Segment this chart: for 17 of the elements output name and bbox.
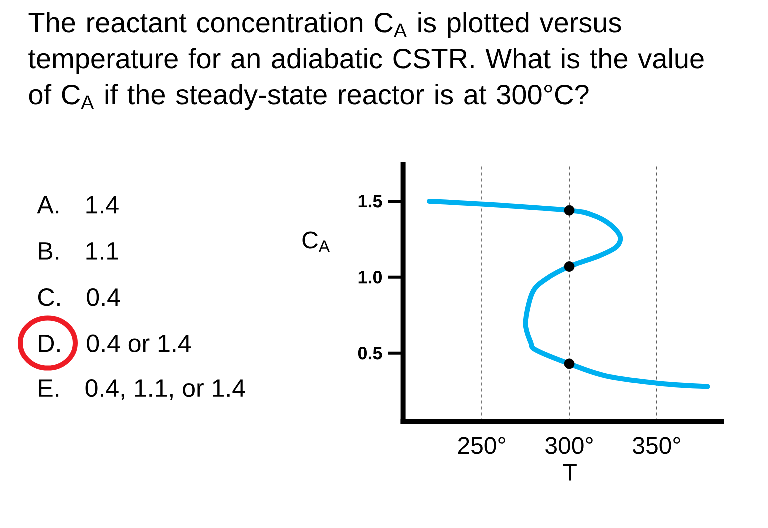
text: B. 1.1 bbox=[39, 242, 118, 260]
point bbox=[564, 358, 575, 370]
x-tick-label: 300° bbox=[546, 437, 593, 454]
chart-title: The reactant concentration C$_{A}$ is plotted versus temperature for an adiabatic CSTR. What is the value of C$_{A}$ if the steady-state reactor is at 300°C? bbox=[28, 12, 704, 110]
text: E. 0.4, 1.1, or 1.4 bbox=[39, 379, 246, 400]
point bbox=[564, 205, 575, 216]
y-axis-title: C$_{A}$ bbox=[302, 232, 330, 252]
y-tick-label: 1.5 bbox=[358, 195, 382, 208]
x-tick-label: 350° bbox=[633, 437, 680, 454]
point bbox=[564, 262, 575, 272]
text: C. 0.4 bbox=[38, 288, 120, 306]
text: A. 1.4 bbox=[37, 196, 119, 214]
x-axis-title: T bbox=[563, 464, 577, 481]
x-tick-label: 250° bbox=[458, 437, 506, 454]
y-tick-label: 0.5 bbox=[358, 346, 382, 360]
y-tick-label: 1.0 bbox=[358, 271, 382, 284]
text: D. 0.4 or 1.4 bbox=[39, 334, 192, 352]
